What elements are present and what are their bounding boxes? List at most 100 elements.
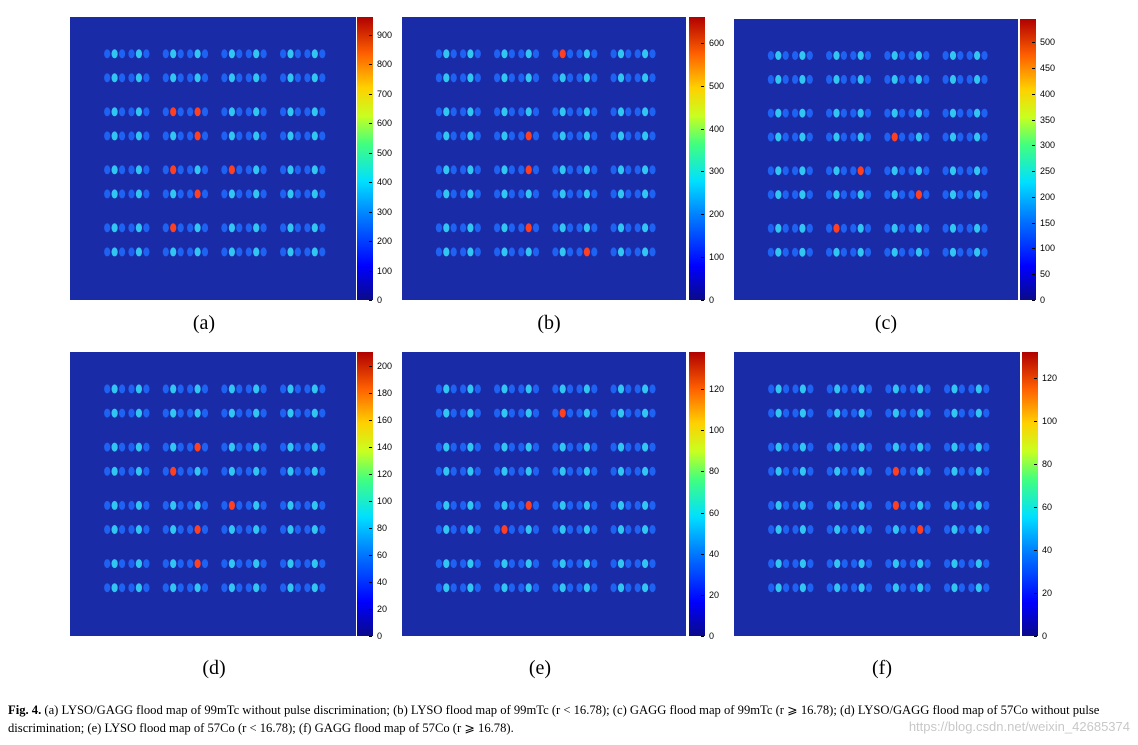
crystal-spot — [775, 190, 782, 200]
crystal-spot — [228, 247, 235, 257]
crystal-spot — [177, 189, 184, 199]
crystal-spot — [494, 466, 501, 476]
crystal-spot — [917, 525, 924, 534]
crystal-spot — [885, 500, 892, 510]
crystal-spot — [494, 131, 501, 141]
crystal-spot — [501, 131, 508, 141]
crystal-spot — [294, 131, 301, 141]
crystal-spot — [949, 132, 957, 142]
crystal-spot — [443, 189, 450, 199]
crystal-spot — [841, 559, 848, 569]
crystal-spot — [135, 131, 142, 141]
crystal-spot — [177, 73, 184, 83]
crystal-spot — [850, 247, 857, 257]
crystal-spot — [617, 442, 625, 452]
crystal-spot — [253, 49, 260, 59]
crystal-spot — [474, 107, 481, 117]
crystal-spot — [280, 247, 287, 257]
crystal-spot — [559, 466, 566, 476]
crystal-spot — [177, 223, 184, 233]
crystal-spot — [968, 583, 975, 593]
crystal-spot — [221, 525, 228, 534]
crystal-spot — [792, 384, 799, 394]
crystal-spot — [508, 49, 515, 59]
crystal-spot — [135, 466, 142, 476]
crystal-spot — [104, 384, 111, 394]
crystal-spot — [591, 583, 598, 593]
crystal-spot — [768, 583, 775, 593]
crystal-spot — [924, 525, 931, 534]
crystal-spot — [311, 559, 318, 569]
crystal-spot — [245, 223, 252, 233]
crystal-spot — [949, 108, 957, 118]
crystal-spot — [435, 107, 442, 117]
crystal-spot — [294, 408, 301, 418]
crystal-spot — [834, 583, 841, 593]
crystal-spot — [236, 466, 243, 476]
crystal-spot — [494, 442, 501, 452]
crystal-spot — [891, 132, 898, 142]
crystal-spot — [119, 223, 126, 233]
crystal-spot — [260, 73, 267, 83]
crystal-spot — [532, 73, 540, 83]
crystal-spot — [826, 466, 833, 476]
crystal-spot — [474, 583, 481, 593]
crystal-spot — [833, 223, 840, 233]
crystal-spot — [885, 408, 892, 418]
crystal-spot — [501, 189, 508, 199]
crystal-spot — [435, 408, 442, 418]
crystal-spot — [187, 131, 194, 141]
crystal-spot — [958, 559, 965, 569]
crystal-spot — [253, 107, 260, 117]
crystal-spot — [508, 559, 515, 569]
crystal-spot — [119, 525, 126, 534]
colorbar-tick-label: 80 — [1033, 458, 1053, 469]
crystal-spot — [104, 583, 111, 593]
crystal-spot — [634, 247, 641, 257]
colorbar-tick-label: 100 — [1031, 243, 1056, 254]
crystal-spot — [975, 408, 982, 418]
crystal-spot — [460, 131, 467, 141]
crystal-spot — [642, 131, 649, 141]
crystal-spot — [944, 525, 951, 534]
crystal-spot — [460, 559, 467, 569]
crystal-spot — [923, 51, 930, 60]
crystal-spot — [170, 131, 177, 141]
crystal-spot — [187, 107, 194, 117]
crystal-spot — [474, 525, 481, 534]
crystal-spot — [567, 165, 574, 175]
crystal-spot — [135, 583, 142, 593]
crystal-spot — [311, 247, 318, 257]
crystal-spot — [245, 165, 252, 175]
crystal-spot — [311, 165, 318, 175]
crystal-spot — [236, 525, 243, 534]
crystal-spot — [518, 408, 525, 418]
crystal-spot — [311, 223, 318, 233]
crystal-spot — [900, 442, 907, 452]
crystal-spot — [767, 166, 774, 176]
crystal-spot — [567, 223, 574, 233]
crystal-spot — [143, 189, 150, 199]
crystal-spot — [642, 247, 649, 257]
panel-label-e: (e) — [528, 657, 552, 679]
crystal-spot — [128, 408, 135, 418]
crystal-spot — [135, 408, 142, 418]
crystal-spot — [532, 384, 540, 394]
crystal-spot — [642, 73, 649, 83]
crystal-spot — [983, 583, 990, 593]
crystal-spot — [294, 223, 301, 233]
crystal-spot — [958, 500, 965, 510]
crystal-spot — [501, 408, 508, 418]
colorbar-tick-label: 160 — [368, 414, 393, 425]
crystal-spot — [552, 49, 559, 59]
crystal-spot — [177, 49, 184, 59]
crystal-spot — [783, 466, 790, 476]
crystal-spot — [111, 49, 118, 59]
crystal-spot — [892, 442, 899, 452]
colorbar-tick-label: 20 — [368, 604, 388, 614]
crystal-spot — [525, 583, 532, 593]
crystal-spot — [304, 384, 311, 394]
crystal-spot — [826, 559, 833, 569]
crystal-spot — [525, 559, 532, 569]
crystal-spot — [909, 408, 916, 418]
